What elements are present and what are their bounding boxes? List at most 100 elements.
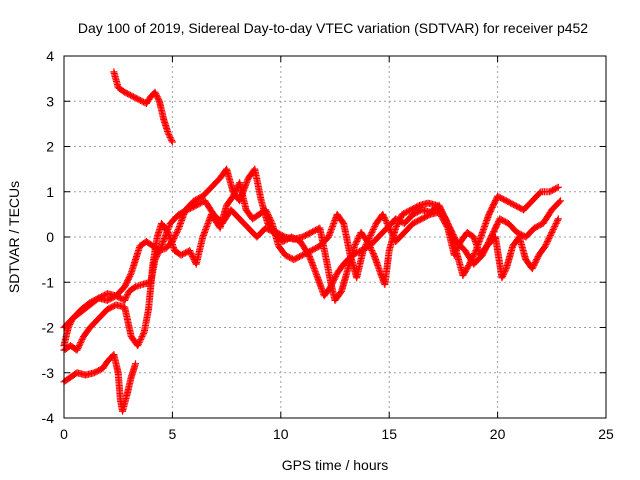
x-tick-label: 25 bbox=[598, 426, 614, 442]
data-point bbox=[542, 241, 550, 249]
data-point bbox=[329, 278, 337, 286]
x-tick-label: 15 bbox=[381, 426, 397, 442]
data-point bbox=[75, 342, 83, 350]
y-tick-label: 2 bbox=[46, 139, 54, 155]
data-point bbox=[533, 256, 541, 264]
data-point bbox=[166, 132, 174, 140]
data-point bbox=[230, 191, 238, 199]
y-tick-label: 0 bbox=[46, 229, 54, 245]
data-point bbox=[173, 227, 181, 235]
data-point bbox=[364, 238, 372, 246]
data-point bbox=[532, 257, 540, 265]
data-point bbox=[121, 281, 129, 289]
data-point bbox=[164, 129, 172, 137]
data-point bbox=[78, 336, 86, 344]
data-point bbox=[186, 247, 194, 255]
data-point bbox=[153, 93, 161, 101]
x-tick-labels: 0 5 10 15 20 25 bbox=[60, 426, 614, 442]
data-point bbox=[546, 231, 554, 239]
data-point bbox=[151, 256, 159, 264]
series-track-4 bbox=[60, 179, 562, 354]
data-point bbox=[73, 346, 81, 354]
data-point bbox=[262, 207, 270, 215]
data-point bbox=[366, 233, 374, 241]
data-markers bbox=[60, 68, 564, 415]
data-point bbox=[381, 215, 389, 223]
data-point bbox=[231, 189, 239, 197]
y-tick-label: 1 bbox=[46, 184, 54, 200]
data-point bbox=[388, 230, 396, 238]
data-point bbox=[387, 228, 395, 236]
data-point bbox=[153, 253, 161, 261]
data-point bbox=[264, 210, 272, 218]
data-point bbox=[366, 231, 374, 239]
data-point bbox=[139, 330, 147, 338]
data-point bbox=[355, 233, 363, 241]
data-point bbox=[125, 274, 133, 282]
data-point bbox=[453, 245, 461, 253]
data-point bbox=[545, 235, 553, 243]
data-point bbox=[136, 337, 144, 345]
data-point bbox=[368, 247, 376, 255]
data-point bbox=[330, 277, 338, 285]
data-point bbox=[153, 91, 161, 99]
data-point bbox=[370, 224, 378, 232]
data-point bbox=[173, 228, 181, 236]
y-tick-labels: -4 -3 -2 -1 0 1 2 3 4 bbox=[42, 48, 55, 426]
data-point bbox=[499, 272, 507, 280]
data-point bbox=[369, 225, 377, 233]
data-point bbox=[533, 254, 541, 262]
data-point bbox=[174, 225, 182, 233]
y-axis-title: SDTVAR / TECUs bbox=[6, 181, 22, 293]
y-tick-label: 4 bbox=[46, 48, 54, 64]
data-point bbox=[139, 331, 147, 339]
data-point bbox=[126, 271, 134, 279]
x-tick-label: 10 bbox=[273, 426, 289, 442]
data-point bbox=[499, 271, 507, 279]
y-tick-label: -1 bbox=[42, 274, 55, 290]
data-point bbox=[498, 274, 506, 282]
data-point bbox=[152, 90, 160, 98]
data-point bbox=[392, 222, 400, 230]
data-point bbox=[369, 250, 377, 258]
data-point bbox=[124, 277, 132, 285]
data-point bbox=[262, 206, 270, 214]
data-point bbox=[138, 333, 146, 341]
data-point bbox=[554, 215, 562, 223]
data-point bbox=[122, 280, 130, 288]
data-point bbox=[263, 209, 271, 217]
chart-title: Day 100 of 2019, Sidereal Day-to-day VTE… bbox=[78, 20, 588, 36]
data-point bbox=[353, 236, 361, 244]
data-point bbox=[392, 224, 400, 232]
data-point bbox=[470, 251, 478, 259]
data-point bbox=[266, 215, 274, 223]
data-point bbox=[369, 227, 377, 235]
data-point bbox=[380, 213, 388, 221]
y-tick-label: 3 bbox=[46, 93, 54, 109]
data-point bbox=[154, 94, 162, 102]
data-point bbox=[551, 221, 559, 229]
data-point bbox=[541, 242, 549, 250]
data-point bbox=[552, 219, 560, 227]
y-tick-label: -2 bbox=[42, 320, 55, 336]
data-point bbox=[187, 250, 195, 258]
data-point bbox=[351, 242, 359, 250]
data-point bbox=[327, 283, 335, 291]
data-point bbox=[354, 235, 362, 243]
data-point bbox=[155, 96, 163, 104]
data-point bbox=[152, 254, 160, 262]
data-point bbox=[353, 238, 361, 246]
data-point bbox=[389, 231, 397, 239]
series-track-1 bbox=[60, 351, 140, 415]
data-point bbox=[501, 268, 509, 276]
data-point bbox=[549, 227, 557, 235]
data-point bbox=[502, 266, 510, 274]
data-point bbox=[528, 265, 536, 273]
data-point bbox=[367, 230, 375, 238]
data-point bbox=[188, 251, 196, 259]
data-point bbox=[77, 337, 85, 345]
data-point bbox=[451, 250, 459, 258]
data-point bbox=[186, 248, 194, 256]
